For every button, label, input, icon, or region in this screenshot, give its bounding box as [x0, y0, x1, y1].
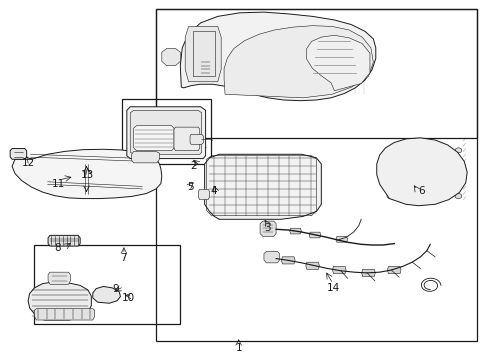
- Polygon shape: [376, 138, 466, 206]
- Circle shape: [454, 159, 461, 164]
- Circle shape: [427, 194, 434, 199]
- Polygon shape: [48, 272, 70, 284]
- Polygon shape: [386, 266, 400, 274]
- Circle shape: [99, 290, 113, 300]
- Circle shape: [441, 171, 447, 176]
- Circle shape: [427, 148, 434, 153]
- Text: 14: 14: [325, 283, 339, 293]
- Circle shape: [400, 171, 407, 176]
- Polygon shape: [204, 154, 321, 219]
- Circle shape: [427, 171, 434, 176]
- Polygon shape: [126, 107, 205, 158]
- Circle shape: [413, 159, 420, 164]
- Polygon shape: [180, 12, 375, 101]
- Text: 8: 8: [54, 243, 61, 253]
- Polygon shape: [130, 111, 201, 154]
- Circle shape: [454, 148, 461, 153]
- Polygon shape: [28, 282, 91, 320]
- Polygon shape: [174, 127, 200, 151]
- Text: 2: 2: [190, 161, 196, 171]
- Polygon shape: [264, 251, 279, 263]
- Circle shape: [400, 194, 407, 199]
- Circle shape: [386, 171, 393, 176]
- Polygon shape: [260, 221, 276, 237]
- Circle shape: [441, 148, 447, 153]
- Bar: [156, 9, 476, 342]
- Circle shape: [427, 182, 434, 187]
- Circle shape: [413, 148, 420, 153]
- Polygon shape: [305, 262, 319, 269]
- Circle shape: [400, 148, 407, 153]
- Polygon shape: [190, 134, 203, 144]
- Polygon shape: [198, 189, 209, 200]
- Bar: [34, 245, 180, 324]
- Circle shape: [386, 148, 393, 153]
- Circle shape: [454, 171, 461, 176]
- Circle shape: [400, 182, 407, 187]
- Circle shape: [413, 194, 420, 199]
- Circle shape: [441, 159, 447, 164]
- Text: 4: 4: [210, 186, 217, 197]
- Circle shape: [441, 182, 447, 187]
- Polygon shape: [308, 232, 320, 238]
- Polygon shape: [10, 149, 27, 159]
- Circle shape: [386, 194, 393, 199]
- Circle shape: [52, 294, 69, 307]
- Text: 3: 3: [264, 223, 271, 233]
- Circle shape: [386, 159, 393, 164]
- Circle shape: [386, 182, 393, 187]
- Text: 1: 1: [235, 343, 242, 353]
- Text: 12: 12: [22, 158, 35, 168]
- Text: 5: 5: [186, 182, 193, 192]
- Polygon shape: [178, 143, 196, 152]
- Bar: [122, 99, 211, 164]
- Polygon shape: [133, 126, 174, 151]
- Polygon shape: [361, 269, 374, 276]
- Text: 10: 10: [122, 293, 135, 303]
- Polygon shape: [34, 309, 95, 320]
- Polygon shape: [332, 266, 346, 274]
- Text: 13: 13: [81, 170, 94, 180]
- Circle shape: [427, 159, 434, 164]
- Circle shape: [139, 131, 157, 144]
- Text: 6: 6: [418, 186, 425, 197]
- Polygon shape: [289, 228, 301, 234]
- Polygon shape: [185, 26, 221, 82]
- Bar: [156, 9, 476, 138]
- Circle shape: [441, 194, 447, 199]
- Polygon shape: [131, 152, 159, 163]
- Polygon shape: [281, 257, 294, 264]
- Circle shape: [45, 289, 76, 312]
- Polygon shape: [224, 26, 372, 98]
- Circle shape: [454, 194, 461, 199]
- Polygon shape: [306, 35, 369, 91]
- Text: 9: 9: [112, 284, 119, 294]
- Circle shape: [454, 182, 461, 187]
- Polygon shape: [93, 287, 120, 303]
- Polygon shape: [335, 237, 347, 242]
- Ellipse shape: [66, 168, 87, 178]
- Polygon shape: [12, 149, 162, 199]
- Polygon shape: [48, 235, 80, 246]
- Circle shape: [400, 159, 407, 164]
- Circle shape: [413, 171, 420, 176]
- Text: 7: 7: [121, 253, 127, 263]
- Circle shape: [413, 182, 420, 187]
- Polygon shape: [162, 49, 180, 66]
- Text: 11: 11: [52, 179, 65, 189]
